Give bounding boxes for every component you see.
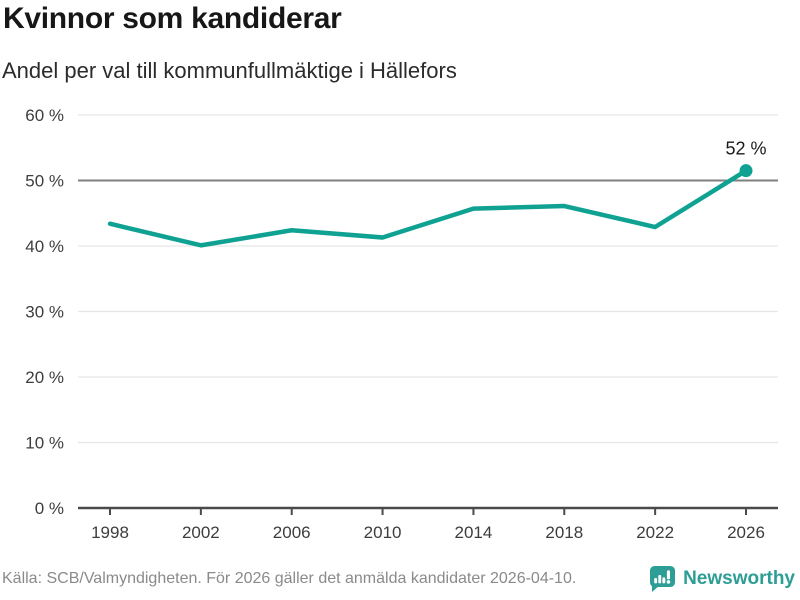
x-tick-label: 2014 [455,523,493,542]
newsworthy-logo-icon [650,566,676,592]
y-tick-label: 60 % [25,106,64,125]
end-point-label: 52 % [725,139,766,159]
line-chart: 0 % 10 % 20 % 30 % 40 % 50 % 60 % 1998 2002 2006 2… [25,106,778,542]
x-tick-label: 2026 [727,523,765,542]
chart-subtitle: Andel per val till kommunfullmäktige i H… [2,58,457,83]
x-tick-label: 2002 [182,523,220,542]
data-line [107,168,749,248]
y-tick-label: 40 % [25,237,64,256]
x-tick-label: 1998 [91,523,129,542]
newsworthy-link[interactable]: Newsworthy [649,565,795,593]
x-tick-label: 2006 [273,523,311,542]
y-tick-label: 50 % [25,172,64,191]
x-tick-label: 2010 [364,523,402,542]
y-tick-label: 10 % [25,434,64,453]
y-tick-label: 0 % [35,499,64,518]
footer: Källa: SCB/Valmyndigheten. För 2026 gäll… [0,565,800,593]
source-text: Källa: SCB/Valmyndigheten. För 2026 gäll… [2,570,577,587]
y-tick-label: 20 % [25,368,64,387]
end-point-marker [739,164,753,178]
newsworthy-brand-text: Newsworthy [683,568,795,589]
x-tick-label: 2018 [545,523,583,542]
y-tick-label: 30 % [25,303,64,322]
chart-title: Kvinnor som kandiderar [3,2,342,35]
x-tick-label: 2022 [636,523,674,542]
